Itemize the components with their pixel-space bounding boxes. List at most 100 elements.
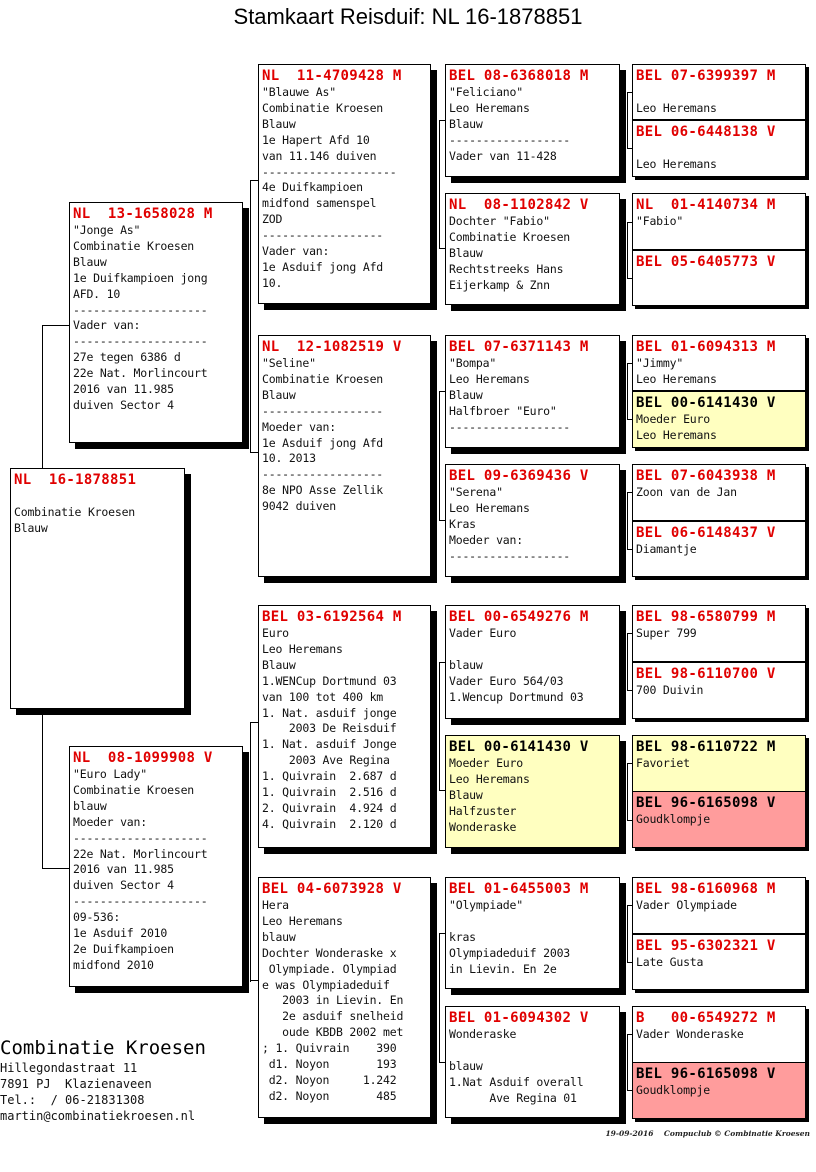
- connector-line: [439, 391, 440, 520]
- card-text-line: Blauw: [262, 116, 296, 131]
- connector-line: [627, 363, 632, 364]
- connector-line: [42, 325, 69, 326]
- connector-line: [627, 222, 628, 278]
- card-text-line: 700 Duivin: [636, 683, 704, 697]
- connector-line: [627, 962, 632, 963]
- card-text-line: Moeder Euro: [449, 756, 523, 770]
- pigeon-card[interactable]: BEL 00-6141430 V Moeder Euro Leo Heremans: [632, 391, 806, 448]
- card-text-line: Halfzuster: [449, 803, 517, 818]
- connector-line: [627, 92, 632, 93]
- card-text-line: 09-536:: [73, 910, 121, 925]
- card-text-line: "Olympiade": [449, 898, 523, 912]
- pigeon-card[interactable]: NL 11-4709428 M "Blauwe As" Combinatie Kro…: [258, 64, 431, 304]
- pigeon-card[interactable]: BEL 04-6073928 V Hera Leo Heremans blauw Doc…: [258, 877, 431, 1118]
- card-text-line: Goudklompje: [636, 812, 710, 826]
- card-text-line: Diamantje: [636, 542, 697, 556]
- card-text-line: Blauw: [262, 657, 296, 672]
- card-text-line: Vader Olympiade: [636, 898, 737, 912]
- pigeon-card[interactable]: BEL 03-6192564 M Euro Leo Heremans Blauw 1.W…: [258, 605, 431, 848]
- pigeon-card[interactable]: BEL 06-6448138 V Leo Heremans: [632, 120, 806, 177]
- card-text-line: Leo Heremans: [262, 913, 343, 928]
- ring-number: NL 08-1102842 V: [449, 197, 589, 213]
- card-text-line: 2e Duifkampioen: [73, 941, 174, 956]
- card-text-line: ------------------: [262, 228, 384, 243]
- pigeon-card[interactable]: BEL 01-6094302 V Wonderaske blauw 1.Nat As…: [445, 1006, 620, 1118]
- card-text-line: Blauw: [449, 245, 483, 260]
- card-text-line: Leo Heremans: [262, 641, 343, 656]
- connector-line: [42, 325, 43, 468]
- pigeon-card[interactable]: NL 08-1102842 V Dochter "Fabio" Combinatie…: [445, 193, 620, 305]
- card-text-line: Moeder van:: [449, 532, 523, 547]
- pigeon-card[interactable]: NL 13-1658028 M "Jonge As" Combinatie Kroe…: [69, 202, 243, 443]
- connector-line: [627, 763, 632, 764]
- connector-line: [627, 820, 632, 821]
- card-text-line: Dochter Wonderaske x: [262, 945, 397, 960]
- ring-number: NL 08-1099908 V: [73, 750, 213, 766]
- pigeon-card[interactable]: BEL 07-6043938 M Zoon van de Jan: [632, 464, 806, 521]
- pigeon-card[interactable]: BEL 00-6141430 V Moeder Euro Leo Heremans B…: [445, 735, 620, 848]
- pigeon-card[interactable]: BEL 98-6580799 M Super 799: [632, 605, 806, 662]
- card-text-line: 1. Quivrain 2.687 d: [262, 769, 397, 784]
- card-text-line: 2. Quivrain 4.924 d: [262, 800, 397, 815]
- owner-email[interactable]: martin@combinatiekroesen.nl: [0, 1109, 196, 1123]
- pigeon-card[interactable]: BEL 08-6368018 M "Feliciano" Leo Heremans B…: [445, 64, 620, 177]
- pigeon-card[interactable]: BEL 00-6549276 M Vader Euro blauw Vader Eu…: [445, 605, 620, 719]
- pigeon-card[interactable]: BEL 96-6165098 V Goudklompje: [632, 791, 806, 848]
- connector-line: [250, 322, 251, 452]
- card-text-line: Wonderaske: [449, 819, 517, 834]
- card-text-line: Leo Heremans: [449, 771, 530, 786]
- card-text-line: ------------------: [449, 548, 571, 563]
- pigeon-card[interactable]: BEL 98-6110722 M Favoriet: [632, 735, 806, 792]
- card-text-line: Halfbroer "Euro": [449, 403, 557, 418]
- pigeon-card[interactable]: NL 08-1099908 V "Euro Lady" Combinatie Kro…: [69, 746, 243, 987]
- owner-block: Combinatie Kroesen Hillegondastraat 11 7…: [0, 1036, 206, 1124]
- ring-number: B 00-6549272 M: [636, 1010, 776, 1026]
- ring-number: BEL 04-6073928 V: [262, 881, 402, 897]
- pigeon-card[interactable]: NL 12-1082519 V "Seline" Combinatie Kroese…: [258, 335, 431, 577]
- card-text-line: "Feliciano": [449, 85, 523, 99]
- connector-line: [250, 722, 251, 982]
- pigeon-card[interactable]: BEL 95-6302321 V Late Gusta: [632, 934, 806, 990]
- connector-line: [250, 180, 258, 181]
- pigeon-card[interactable]: BEL 98-6160968 M Vader Olympiade: [632, 877, 806, 934]
- pigeon-card[interactable]: BEL 01-6094313 M "Jimmy" Leo Heremans: [632, 335, 806, 391]
- connector-line: [627, 363, 628, 419]
- card-text-line: Vader Euro 564/03: [449, 673, 564, 688]
- card-text-line: Moeder Euro: [636, 412, 710, 426]
- card-text-line: Blauw: [73, 254, 107, 269]
- pigeon-card[interactable]: BEL 05-6405773 V: [632, 250, 806, 306]
- card-text-line: ZOD: [262, 212, 283, 227]
- pigeon-card[interactable]: BEL 01-6455003 M "Olympiade" kras Olympiad…: [445, 877, 620, 989]
- pigeon-card-subject[interactable]: NL 16-1878851 Combinatie Kroesen Blauw: [10, 468, 185, 709]
- card-text-line: 1e Asduif 2010: [73, 926, 168, 941]
- card-text-line: d2. Noyon 1.242: [262, 1072, 397, 1087]
- ring-number: BEL 05-6405773 V: [636, 254, 776, 270]
- card-text-line: duiven Sector 4: [73, 397, 174, 412]
- connector-line: [439, 120, 440, 248]
- card-text-line: 1. Nat. asduif Jonge: [262, 737, 397, 752]
- connector-line: [627, 1090, 632, 1091]
- card-text-line: d1. Noyon 193: [262, 1057, 397, 1072]
- pigeon-card[interactable]: BEL 07-6399397 M Leo Heremans: [632, 64, 806, 120]
- card-text-line: 9042 duiven: [262, 499, 336, 514]
- card-text-line: [14, 489, 181, 505]
- pigeon-card[interactable]: B 00-6549272 M Vader Wonderaske: [632, 1006, 806, 1063]
- connector-line: [627, 549, 632, 550]
- pigeon-card[interactable]: BEL 07-6371143 M "Bompa" Leo Heremans Blauw…: [445, 335, 620, 448]
- card-text-line: Vader van:: [73, 318, 141, 333]
- pigeon-card[interactable]: BEL 98-6110700 V 700 Duivin: [632, 662, 806, 719]
- pigeon-card[interactable]: BEL 09-6369436 V "Serena" Leo Heremans Kras…: [445, 464, 620, 577]
- pigeon-card[interactable]: BEL 06-6148437 V Diamantje: [632, 521, 806, 577]
- connector-line: [439, 933, 440, 1062]
- card-text-line: Leo Heremans: [636, 427, 717, 442]
- connector-line: [627, 492, 628, 549]
- card-text-line: Rechtstreeks Hans: [449, 261, 564, 276]
- card-text-line: ------------------: [449, 132, 571, 147]
- connector-line: [627, 419, 632, 420]
- card-text-line: --------------------: [73, 334, 208, 349]
- ring-number: BEL 06-6148437 V: [636, 525, 776, 541]
- card-text-line: AFD. 10: [73, 286, 121, 301]
- pigeon-card[interactable]: BEL 96-6165098 V Goudklompje: [632, 1062, 806, 1119]
- pigeon-card[interactable]: NL 01-4140734 M "Fabio": [632, 193, 806, 250]
- ring-number: BEL 06-6448138 V: [636, 124, 776, 140]
